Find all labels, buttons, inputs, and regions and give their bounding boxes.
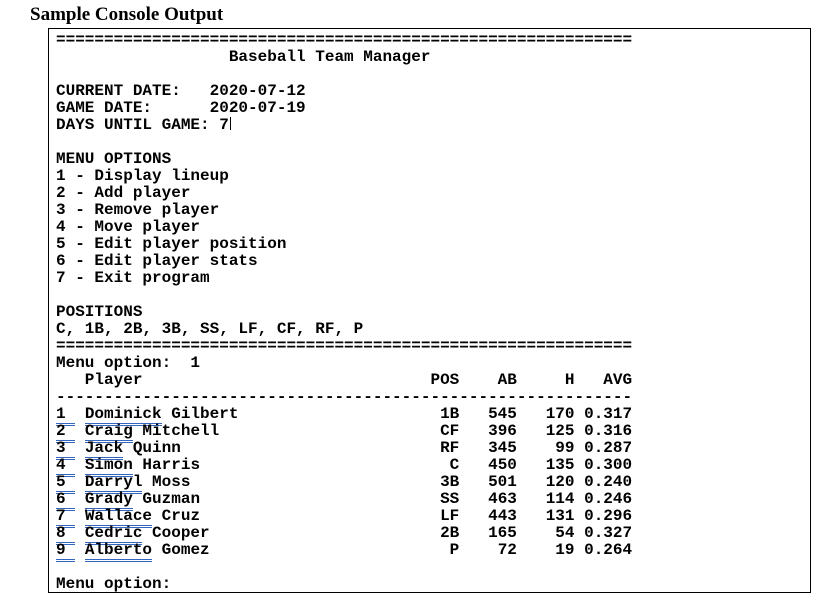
grammar-underline-mark: Simon: [84, 456, 133, 477]
grammar-underline-mark: 3: [56, 439, 76, 460]
grammar-underline-mark: Wallace: [84, 507, 153, 528]
grammar-underline-mark: 8: [56, 524, 76, 545]
grammar-underline-mark: 7: [56, 507, 76, 528]
text-cursor: [229, 117, 232, 130]
grammar-underline-mark: Dominick: [84, 405, 162, 426]
grammar-underline-mark: 9: [56, 541, 76, 562]
grammar-underline-mark: Alberto: [84, 541, 153, 562]
grammar-underline-mark: Craig: [84, 422, 133, 443]
grammar-underline-mark: Cedric: [84, 524, 143, 545]
grammar-underline-mark: Jack: [84, 439, 124, 460]
grammar-underline-mark: Grady: [84, 490, 133, 511]
console-panel: ========================================…: [48, 28, 811, 593]
grammar-underline-mark: 1: [56, 405, 76, 426]
grammar-underline-mark: Darryl: [84, 473, 143, 494]
console-text: ========================================…: [56, 31, 633, 593]
grammar-underline-mark: 2: [56, 422, 76, 443]
grammar-underline-mark: 6: [56, 490, 76, 511]
grammar-underline-mark: 4: [56, 456, 76, 477]
grammar-underline-mark: 5: [56, 473, 76, 494]
page-title: Sample Console Output: [30, 4, 224, 25]
